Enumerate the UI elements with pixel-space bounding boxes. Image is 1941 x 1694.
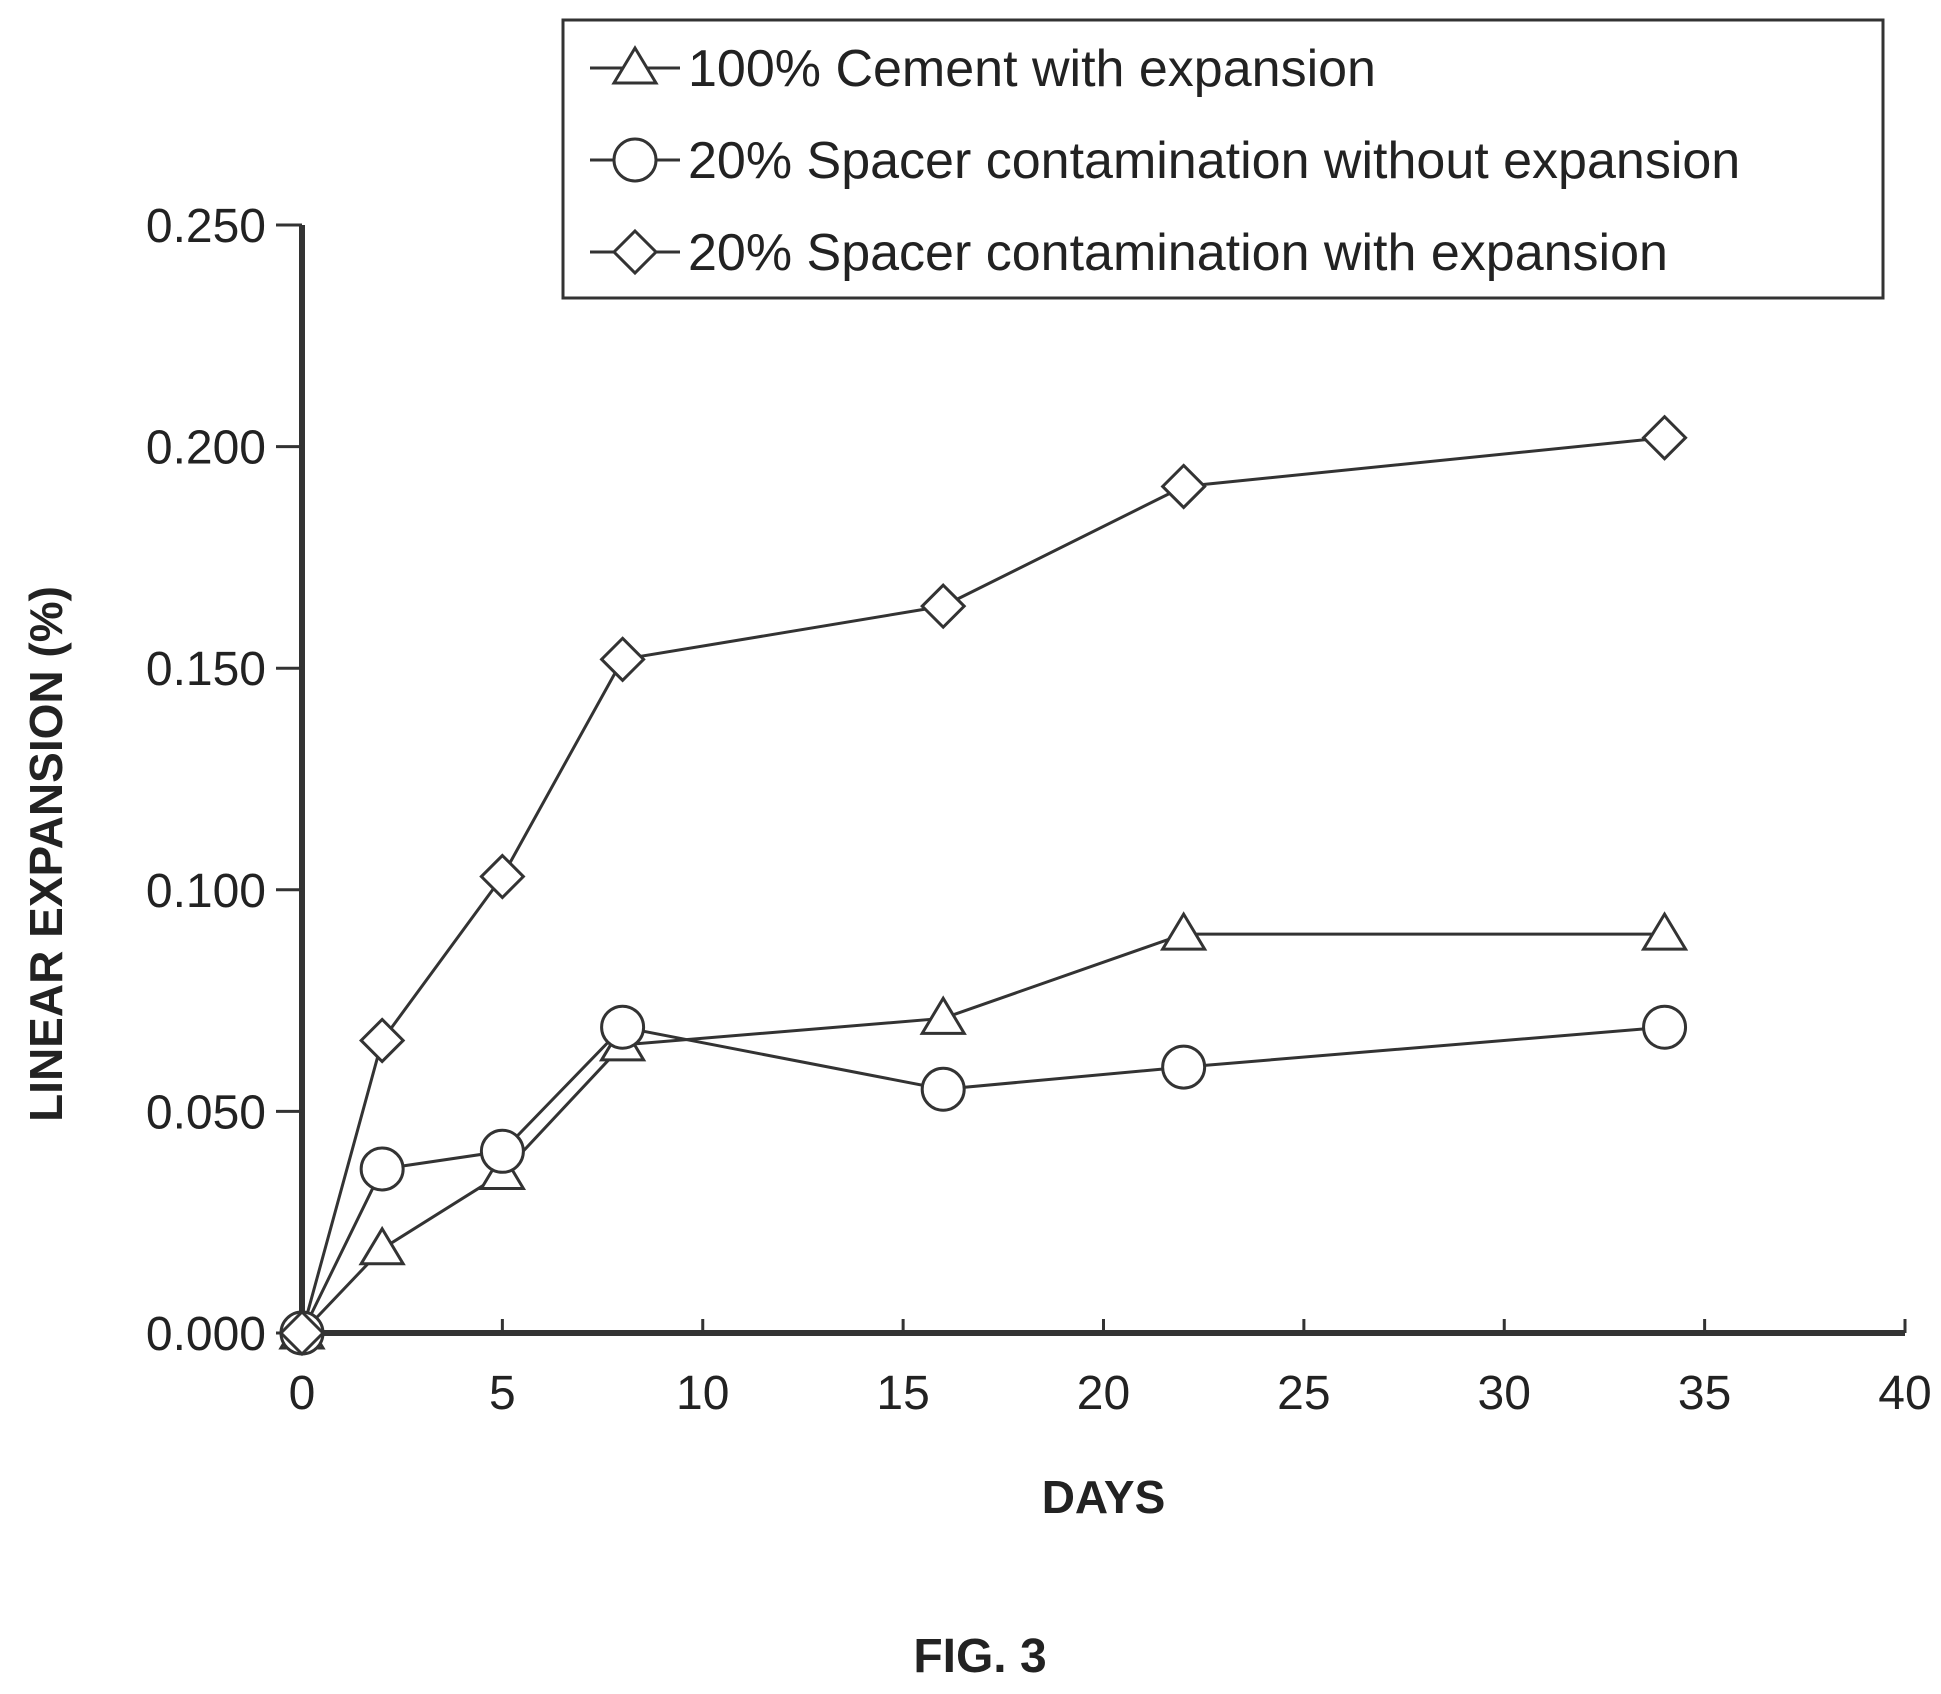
- x-tick-label: 15: [876, 1367, 929, 1420]
- data-point-circle: [1642, 1004, 1688, 1050]
- y-tick-label: 0.100: [146, 865, 266, 918]
- x-tick-label: 20: [1077, 1367, 1130, 1420]
- y-axis-title: LINEAR EXPANSION (%): [20, 586, 72, 1122]
- chart-axes: [299, 225, 1905, 1336]
- x-tick-label: 0: [289, 1367, 316, 1420]
- data-point-diamond: [599, 636, 646, 683]
- legend-label: 20% Spacer contamination without expansi…: [688, 132, 1740, 190]
- data-point-circle: [359, 1146, 405, 1192]
- y-tick-label: 0.000: [146, 1308, 266, 1361]
- x-tick-label: 30: [1478, 1367, 1531, 1420]
- x-tick-label: 40: [1878, 1367, 1931, 1420]
- data-point-diamond: [359, 1017, 406, 1064]
- y-tick-label: 0.200: [146, 422, 266, 475]
- data-point-circle: [920, 1066, 966, 1112]
- x-tick-label: 5: [489, 1367, 516, 1420]
- data-point-triangle: [1160, 911, 1208, 951]
- data-point-triangle: [919, 995, 967, 1035]
- series-markers: [278, 414, 1689, 1357]
- y-tick-label: 0.150: [146, 643, 266, 696]
- data-point-triangle: [358, 1225, 406, 1266]
- data-point-circle: [479, 1128, 525, 1174]
- data-point-circle: [1161, 1044, 1207, 1090]
- x-tick-label: 25: [1277, 1367, 1330, 1420]
- axis-ticks: 0 5 10 15 20 25 30 35 40 0.000 0.050 0.100 0.150 0.20…: [146, 200, 1932, 1420]
- data-point-diamond: [1160, 463, 1207, 510]
- data-point-circle: [600, 1004, 646, 1050]
- figure-caption: FIG. 3: [913, 1630, 1046, 1683]
- x-tick-label: 10: [676, 1367, 729, 1420]
- legend-label: 20% Spacer contamination with expansion: [688, 224, 1668, 282]
- legend-marker-triangle: [611, 45, 659, 85]
- x-tick-label: 35: [1678, 1367, 1731, 1420]
- legend-marker-diamond: [611, 228, 659, 276]
- legend-label: 100% Cement with expansion: [688, 40, 1376, 98]
- legend-box: [561, 18, 1885, 300]
- data-point-triangle: [1640, 911, 1689, 951]
- y-tick-label: 0.050: [146, 1086, 266, 1139]
- legend: 100% Cement with expansion 20% Spacer con…: [561, 18, 1885, 300]
- data-point-diamond: [278, 1309, 326, 1357]
- data-point-diamond: [1641, 414, 1688, 461]
- legend-marker-circle: [612, 137, 658, 183]
- data-point-diamond: [479, 853, 526, 900]
- x-axis-title: DAYS: [1042, 1471, 1166, 1523]
- y-tick-label: 0.250: [146, 200, 266, 253]
- data-point-diamond: [920, 583, 967, 630]
